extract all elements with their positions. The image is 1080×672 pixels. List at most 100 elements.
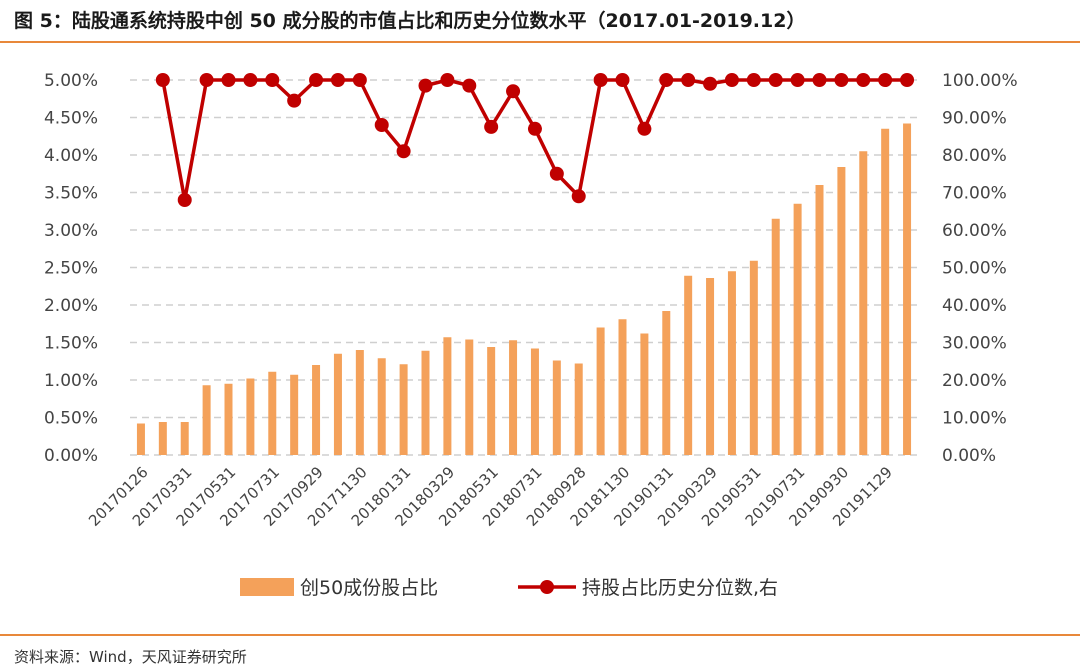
bar bbox=[465, 339, 474, 455]
bar bbox=[903, 123, 912, 455]
line-marker bbox=[812, 73, 827, 87]
bar bbox=[399, 364, 408, 455]
bar bbox=[246, 378, 255, 455]
y-right-tick-label: 80.00% bbox=[942, 146, 1007, 166]
line-marker bbox=[900, 73, 915, 87]
legend-line-marker bbox=[540, 580, 554, 594]
bar bbox=[596, 327, 605, 455]
y-right-tick-label: 60.00% bbox=[942, 221, 1007, 241]
line-marker bbox=[309, 73, 324, 87]
line-marker bbox=[549, 166, 564, 181]
title-divider bbox=[0, 41, 1080, 43]
line-marker bbox=[352, 73, 367, 87]
bar bbox=[618, 319, 627, 455]
line-marker bbox=[177, 193, 192, 207]
line-marker bbox=[768, 73, 783, 87]
bar bbox=[815, 185, 824, 455]
y-right-tick-label: 0.00% bbox=[942, 446, 996, 466]
line-marker bbox=[155, 73, 170, 87]
bar bbox=[837, 167, 846, 455]
line-marker bbox=[374, 118, 389, 132]
line-marker bbox=[637, 121, 652, 136]
bar bbox=[749, 260, 758, 455]
footer-divider bbox=[0, 634, 1080, 636]
line-marker bbox=[834, 73, 849, 87]
y-left-tick-label: 3.00% bbox=[44, 221, 98, 241]
bar bbox=[202, 385, 211, 455]
bar bbox=[377, 358, 386, 455]
line-marker bbox=[593, 73, 608, 87]
combo-chart: 0.00% 0.00% 0.50% 10.00% 1.00% 20.00% 1.50% 30.… bbox=[44, 71, 1018, 599]
bar bbox=[487, 347, 496, 455]
line-marker bbox=[506, 84, 521, 99]
line-marker bbox=[659, 73, 674, 87]
line-marker bbox=[724, 73, 739, 87]
bar bbox=[509, 340, 518, 455]
y-left-tick-label: 1.50% bbox=[44, 334, 98, 354]
legend-bar-label: 创50成份股占比 bbox=[300, 577, 438, 599]
line-marker bbox=[199, 73, 214, 87]
y-right-tick-label: 40.00% bbox=[942, 296, 1007, 316]
y-right-tick-label: 70.00% bbox=[942, 184, 1007, 204]
line-marker bbox=[856, 73, 871, 87]
bar bbox=[793, 203, 802, 455]
bar bbox=[552, 360, 561, 455]
line-marker bbox=[396, 144, 411, 159]
bar bbox=[290, 374, 299, 455]
y-left-tick-label: 2.50% bbox=[44, 259, 98, 279]
bar bbox=[136, 423, 145, 455]
bar bbox=[684, 275, 693, 455]
y-left-tick-label: 4.00% bbox=[44, 146, 98, 166]
bar bbox=[312, 365, 321, 455]
y-left-tick-label: 0.00% bbox=[44, 446, 98, 466]
bar bbox=[158, 422, 167, 455]
bar bbox=[662, 311, 671, 455]
line-marker bbox=[243, 73, 258, 87]
line-marker bbox=[265, 73, 280, 87]
bar bbox=[333, 353, 342, 455]
bar bbox=[859, 151, 868, 455]
bar bbox=[224, 383, 233, 455]
line-marker bbox=[571, 189, 586, 204]
legend-line-label: 持股占比历史分位数,右 bbox=[582, 577, 778, 599]
bar bbox=[355, 350, 364, 455]
line-marker bbox=[462, 78, 477, 93]
bar bbox=[771, 218, 780, 455]
line-marker bbox=[418, 78, 433, 93]
y-right-tick-label: 10.00% bbox=[942, 409, 1007, 429]
bar bbox=[881, 128, 890, 455]
line-series bbox=[161, 78, 908, 202]
y-left-tick-label: 5.00% bbox=[44, 71, 98, 91]
bar bbox=[530, 348, 539, 455]
y-left-tick-label: 3.50% bbox=[44, 184, 98, 204]
y-right-tick-label: 100.00% bbox=[942, 71, 1018, 91]
line-marker bbox=[878, 73, 893, 87]
line-marker bbox=[681, 73, 696, 87]
line-marker bbox=[330, 73, 345, 87]
y-right-tick-label: 50.00% bbox=[942, 259, 1007, 279]
line-marker bbox=[440, 73, 455, 87]
bar bbox=[421, 350, 430, 455]
line-marker bbox=[703, 76, 718, 91]
bar bbox=[727, 271, 736, 455]
bar bbox=[706, 278, 715, 455]
y-left-tick-label: 0.50% bbox=[44, 409, 98, 429]
y-right-tick-label: 20.00% bbox=[942, 371, 1007, 391]
bar bbox=[180, 422, 189, 455]
bar bbox=[268, 371, 277, 455]
y-right-tick-label: 90.00% bbox=[942, 109, 1007, 129]
y-left-tick-label: 2.00% bbox=[44, 296, 98, 316]
line-marker bbox=[221, 73, 236, 87]
line-marker bbox=[615, 73, 630, 87]
source-note: 资料来源：Wind，天风证券研究所 bbox=[14, 648, 247, 666]
line-marker bbox=[790, 73, 805, 87]
line-marker bbox=[484, 119, 499, 134]
bar bbox=[443, 337, 452, 455]
y-left-tick-label: 1.00% bbox=[44, 371, 98, 391]
y-left-tick-label: 4.50% bbox=[44, 109, 98, 129]
chart-title: 图 5：陆股通系统持股中创 50 成分股的市值占比和历史分位数水平（2017.0… bbox=[14, 10, 806, 32]
bar bbox=[640, 333, 649, 455]
y-right-tick-label: 30.00% bbox=[942, 334, 1007, 354]
legend-bar-swatch bbox=[240, 578, 294, 596]
line-marker bbox=[746, 73, 761, 87]
